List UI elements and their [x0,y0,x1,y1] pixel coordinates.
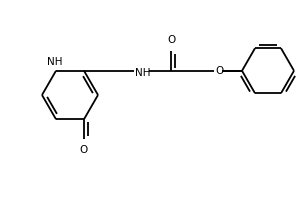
Text: NH: NH [47,57,63,67]
Text: O: O [80,145,88,155]
Text: O: O [167,35,175,45]
Text: NH: NH [135,68,151,78]
Text: O: O [215,66,223,76]
